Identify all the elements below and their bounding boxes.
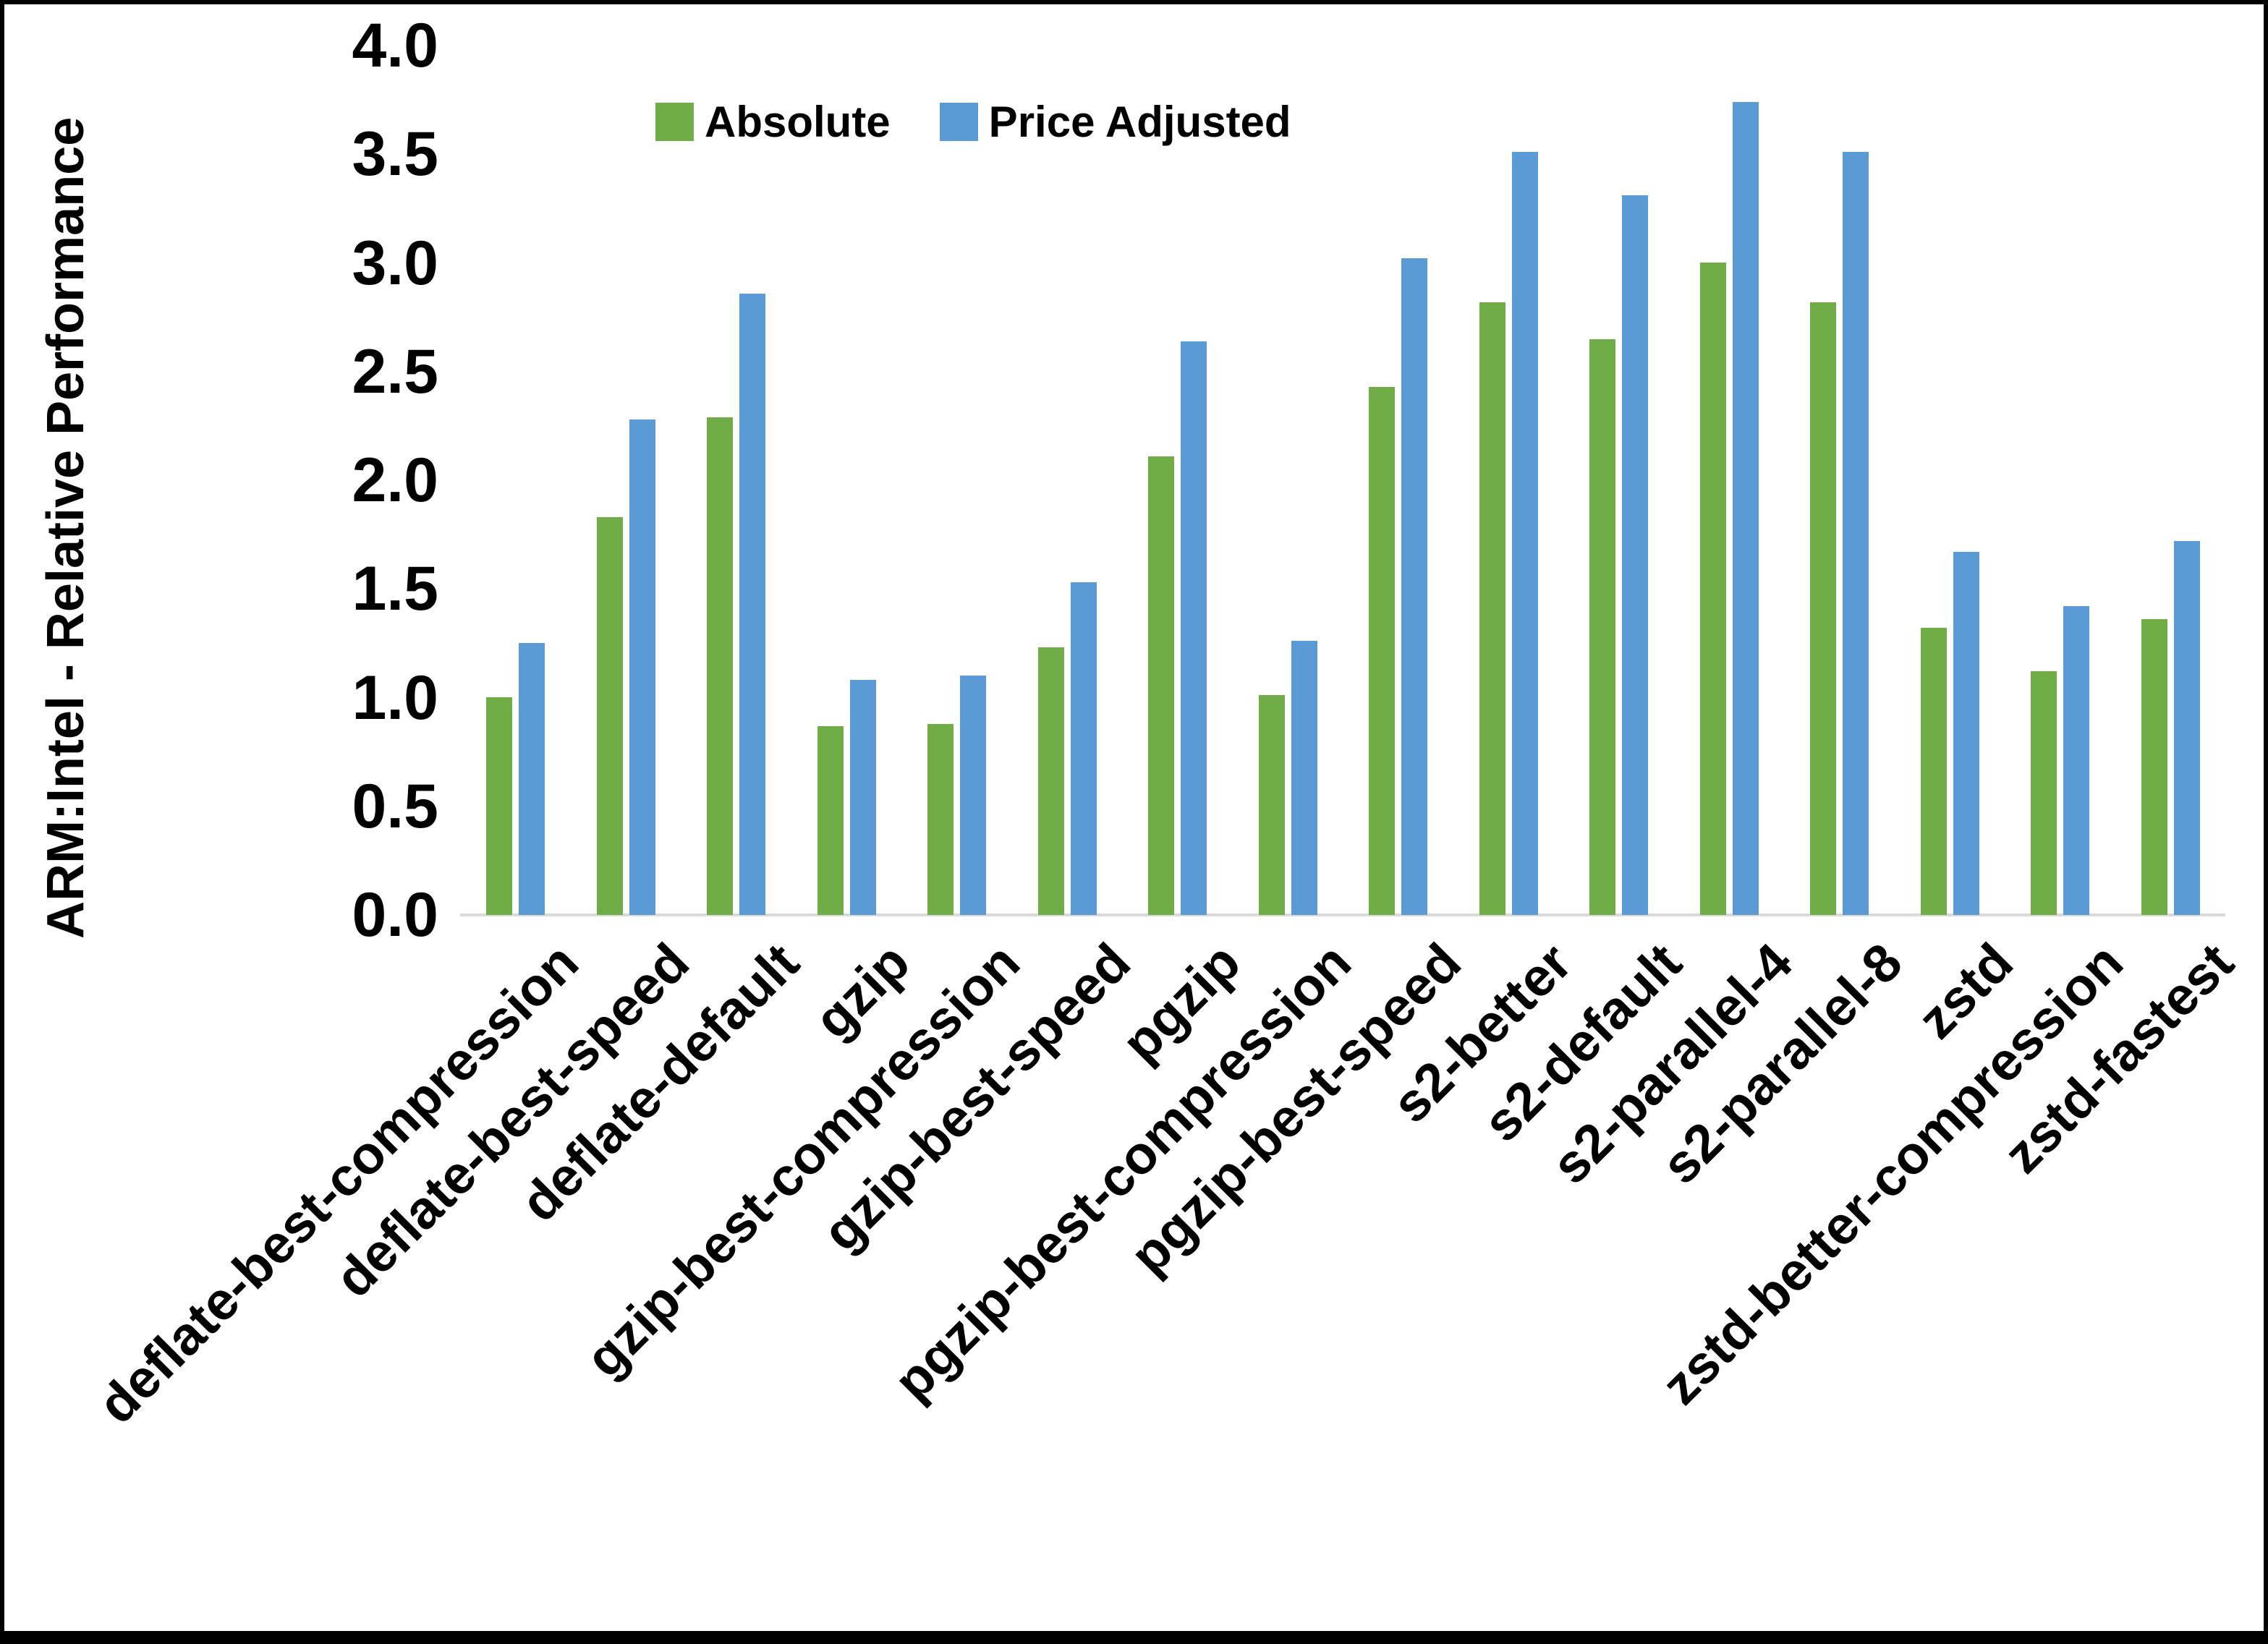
bar-absolute-gzip-best-speed <box>1038 647 1064 915</box>
y-tick-label: 2.0 <box>352 446 438 515</box>
y-tick-label: 1.5 <box>352 554 438 624</box>
bar-absolute-s2-default <box>1589 339 1615 915</box>
y-tick-label: 3.5 <box>352 119 438 189</box>
bar-absolute-s2-parallel-4 <box>1700 263 1726 915</box>
bar-absolute-s2-parallel-8 <box>1810 302 1836 915</box>
bar-absolute-zstd <box>1921 628 1947 915</box>
y-tick-label: 4.0 <box>352 11 438 80</box>
y-tick-label: 1.0 <box>352 663 438 733</box>
bar-price-adjusted-s2-parallel-4 <box>1733 102 1759 915</box>
bar-price-adjusted-s2-default <box>1622 195 1648 915</box>
bar-absolute-deflate-best-compression <box>486 697 512 915</box>
bar-price-adjusted-s2-parallel-8 <box>1843 152 1869 915</box>
x-axis-line <box>460 913 2225 916</box>
bar-price-adjusted-zstd-better-compression <box>2063 606 2089 915</box>
bar-absolute-s2-better <box>1479 302 1505 915</box>
bar-price-adjusted-deflate-default <box>739 294 765 915</box>
legend-swatch-price-adjusted <box>939 103 978 141</box>
bar-price-adjusted-pgzip-best-compression <box>1291 641 1317 915</box>
y-tick-label: 0.0 <box>352 880 438 950</box>
bar-price-adjusted-zstd <box>1953 552 1979 915</box>
bar-absolute-gzip-best-compression <box>927 724 954 915</box>
legend-label-absolute: Absolute <box>705 98 891 146</box>
y-tick-label: 3.0 <box>352 228 438 298</box>
bar-absolute-pgzip <box>1148 456 1174 915</box>
bar-absolute-gzip <box>817 726 844 915</box>
bar-absolute-deflate-default <box>707 417 733 915</box>
bar-absolute-zstd-fastest <box>2141 619 2167 915</box>
bar-price-adjusted-gzip-best-speed <box>1071 582 1097 915</box>
bar-absolute-deflate-best-speed <box>597 517 623 915</box>
bar-price-adjusted-deflate-best-compression <box>519 643 545 915</box>
bar-price-adjusted-gzip <box>850 680 876 915</box>
bar-price-adjusted-zstd-fastest <box>2174 541 2200 915</box>
bar-absolute-pgzip-best-speed <box>1369 387 1395 915</box>
bar-absolute-zstd-better-compression <box>2031 671 2057 915</box>
y-tick-label: 2.5 <box>352 336 438 406</box>
y-axis-title: ARM:Intel - Relative Performance <box>37 116 95 939</box>
bar-price-adjusted-pgzip <box>1181 341 1207 915</box>
legend-label-price-adjusted: Price Adjusted <box>988 98 1291 146</box>
y-tick-label: 0.5 <box>352 771 438 841</box>
legend-swatch-absolute <box>655 103 694 141</box>
bar-price-adjusted-s2-better <box>1512 152 1538 915</box>
legend-item-price-adjusted: Price Adjusted <box>939 97 1291 147</box>
legend-item-absolute: Absolute <box>655 97 891 147</box>
bar-price-adjusted-pgzip-best-speed <box>1401 258 1427 915</box>
legend: Absolute Price Adjusted <box>655 97 1341 147</box>
bar-absolute-pgzip-best-compression <box>1259 695 1285 915</box>
bar-price-adjusted-deflate-best-speed <box>629 419 655 915</box>
bar-price-adjusted-gzip-best-compression <box>960 676 986 915</box>
